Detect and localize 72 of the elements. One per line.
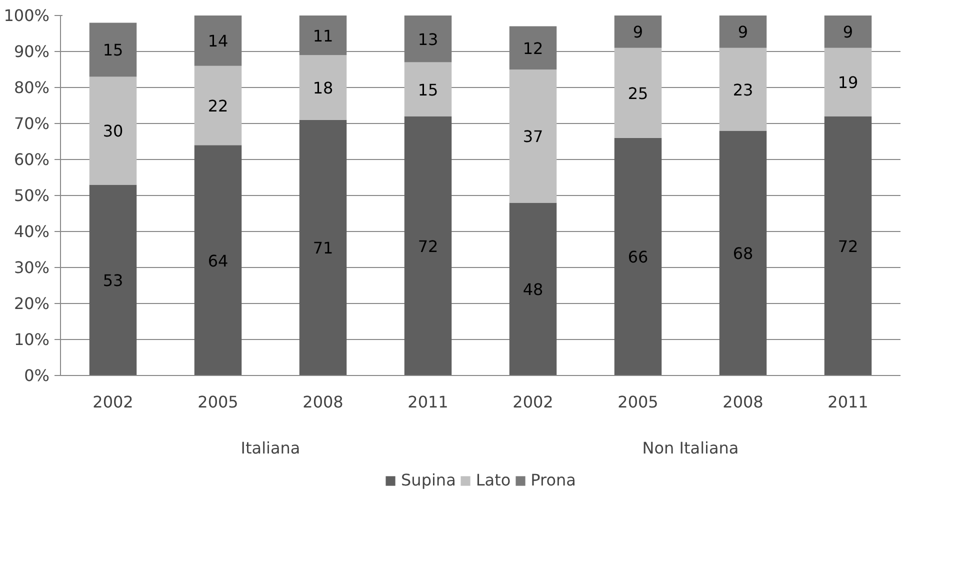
- data-label: 9: [738, 22, 748, 42]
- bar: [824, 116, 872, 376]
- text: Non Italiana: [642, 438, 739, 458]
- data-label: 18: [312, 78, 334, 98]
- data-label: 71: [312, 238, 334, 258]
- data-label: 12: [522, 38, 544, 58]
- y-tick-label: 70%: [14, 114, 50, 133]
- bar: [614, 138, 662, 376]
- bar: [614, 16, 662, 48]
- x-tick-label: 2008: [722, 392, 764, 412]
- x-tick-label: 2011: [828, 392, 868, 412]
- data-label: 9: [842, 22, 854, 42]
- x-tick-label: 2011: [408, 392, 448, 412]
- bar: [509, 202, 557, 376]
- text: Italiana: [240, 438, 300, 458]
- data-label: 66: [628, 248, 648, 267]
- y-tick-label: 100%: [4, 6, 50, 25]
- data-label: 72: [838, 236, 858, 256]
- y-tick-label: 30%: [14, 258, 50, 277]
- y-tick-label: 20%: [14, 294, 50, 313]
- data-label: 11: [312, 26, 334, 46]
- data-label: 30: [102, 122, 124, 141]
- bar: [89, 76, 137, 185]
- bar: [404, 16, 452, 62]
- data-label: 64: [208, 251, 228, 270]
- legend-label: Prona: [530, 470, 576, 490]
- bar: [719, 48, 767, 131]
- data-label: 72: [418, 236, 438, 256]
- x-tick-label: 2002: [512, 392, 554, 412]
- data-label: 13: [418, 30, 438, 49]
- x-tick-label: 2008: [302, 392, 344, 412]
- legend-label: Lato: [476, 470, 511, 490]
- data-label: 53: [102, 271, 124, 290]
- bar: [299, 16, 347, 56]
- bar: [299, 120, 347, 376]
- y-tick-label: 50%: [14, 186, 50, 205]
- y-tick-label: 90%: [14, 42, 50, 61]
- bar: [404, 116, 452, 376]
- bar: [824, 16, 872, 48]
- data-label: 22: [208, 96, 228, 116]
- data-label: 15: [418, 80, 438, 100]
- x-tick-label: 2002: [92, 392, 134, 412]
- data-label: 14: [208, 32, 228, 51]
- bar: [509, 70, 557, 203]
- bar: [194, 66, 242, 146]
- bar: [89, 22, 137, 77]
- y-tick-label: 40%: [14, 222, 50, 241]
- x-tick-label: 2005: [618, 392, 658, 412]
- data-label: 19: [838, 73, 858, 92]
- y-tick-label: 0%: [24, 366, 50, 385]
- bar: [194, 145, 242, 376]
- bar: [509, 26, 557, 70]
- y-tick-label: 60%: [14, 150, 50, 169]
- data-label: 25: [628, 84, 648, 103]
- bar: [89, 184, 137, 376]
- bar: [719, 130, 767, 376]
- data-label: 9: [632, 22, 644, 42]
- bar: [824, 48, 872, 116]
- data-label: 15: [102, 40, 124, 60]
- y-tick-label: 10%: [14, 330, 50, 349]
- data-label: 37: [522, 127, 544, 146]
- bar: [404, 62, 452, 116]
- bar: [719, 16, 767, 48]
- bar: [194, 16, 242, 66]
- bar: [614, 48, 662, 138]
- data-label: 23: [732, 80, 754, 100]
- data-label: 68: [732, 244, 754, 264]
- y-tick-label: 80%: [14, 78, 50, 97]
- data-label: 48: [522, 280, 544, 300]
- x-tick-label: 2005: [198, 392, 238, 412]
- legend-label: Supina: [401, 470, 456, 490]
- bar: [299, 55, 347, 120]
